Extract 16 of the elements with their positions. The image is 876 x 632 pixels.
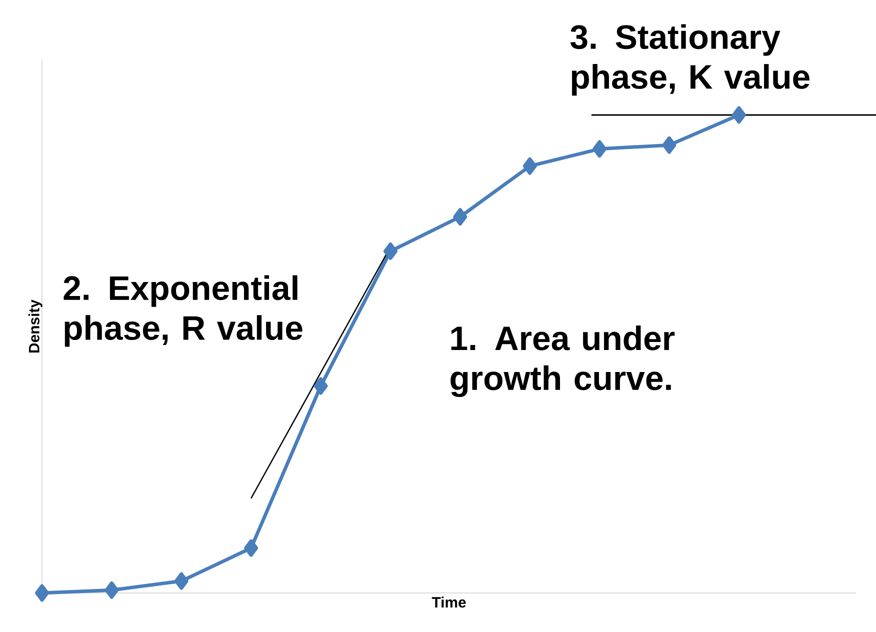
point xyxy=(314,377,328,395)
annotation: 1. Area under growth curve. xyxy=(450,325,675,398)
point xyxy=(35,584,50,602)
ref-line-label: 3. Stationary phase, K value xyxy=(570,24,810,96)
point xyxy=(592,140,607,158)
point xyxy=(732,106,746,124)
point xyxy=(453,208,468,226)
annotation: 2. Exponential phase, R value xyxy=(64,275,302,347)
point xyxy=(104,581,119,599)
x-axis-title: Time xyxy=(432,596,466,608)
point xyxy=(383,242,398,260)
y-axis-title: Density xyxy=(28,300,42,352)
point xyxy=(522,157,537,175)
point xyxy=(174,572,188,590)
point xyxy=(244,539,258,557)
point xyxy=(662,136,676,154)
